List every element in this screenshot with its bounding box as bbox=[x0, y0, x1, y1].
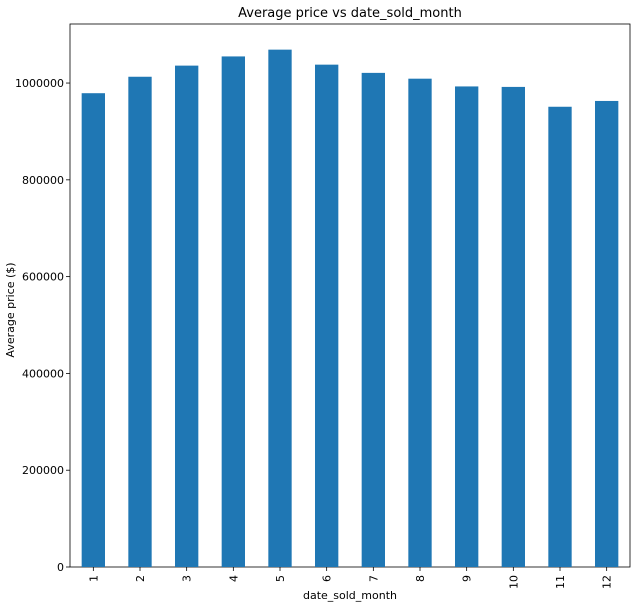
x-tick-label: 1 bbox=[87, 575, 100, 582]
x-tick-label: 10 bbox=[507, 575, 520, 589]
x-tick-label: 6 bbox=[321, 575, 334, 582]
x-tick-label: 9 bbox=[461, 575, 474, 582]
x-axis-label: date_sold_month bbox=[303, 589, 397, 602]
bar-4 bbox=[221, 56, 245, 567]
y-axis: 0 200000 400000 600000 800000 1000000 bbox=[15, 77, 70, 574]
plot-frame bbox=[69, 23, 631, 568]
bar-1 bbox=[81, 93, 105, 568]
y-tick-label: 400000 bbox=[22, 367, 64, 380]
bar-2 bbox=[128, 76, 152, 567]
bar-12 bbox=[595, 100, 619, 568]
x-tick-label: 3 bbox=[181, 575, 194, 582]
y-tick-label: 200000 bbox=[22, 464, 64, 477]
x-axis: 1 2 3 4 5 6 7 8 9 10 11 12 bbox=[87, 567, 614, 589]
bar-3 bbox=[175, 65, 199, 567]
bar-5 bbox=[268, 49, 292, 568]
chart-title: Average price vs date_sold_month bbox=[238, 6, 462, 21]
bar-11 bbox=[548, 106, 572, 567]
plot-area bbox=[69, 23, 631, 568]
bar-10 bbox=[501, 86, 525, 568]
bar-7 bbox=[361, 72, 385, 568]
bars bbox=[81, 49, 619, 568]
y-tick-label: 600000 bbox=[22, 271, 64, 284]
bar-8 bbox=[408, 78, 432, 567]
y-tick-label: 0 bbox=[57, 561, 64, 574]
x-tick-label: 8 bbox=[414, 575, 427, 582]
x-tick-label: 7 bbox=[367, 575, 380, 582]
x-tick-label: 2 bbox=[134, 575, 147, 582]
y-tick-label: 800000 bbox=[22, 174, 64, 187]
x-tick-label: 5 bbox=[274, 575, 287, 582]
y-tick-label: 1000000 bbox=[15, 77, 64, 90]
x-tick-label: 4 bbox=[227, 575, 240, 582]
x-tick-label: 12 bbox=[601, 575, 614, 589]
x-tick-label: 11 bbox=[554, 575, 567, 589]
bar-9 bbox=[455, 86, 479, 567]
bar-6 bbox=[315, 64, 339, 567]
y-axis-label: Average price ($) bbox=[4, 262, 17, 357]
